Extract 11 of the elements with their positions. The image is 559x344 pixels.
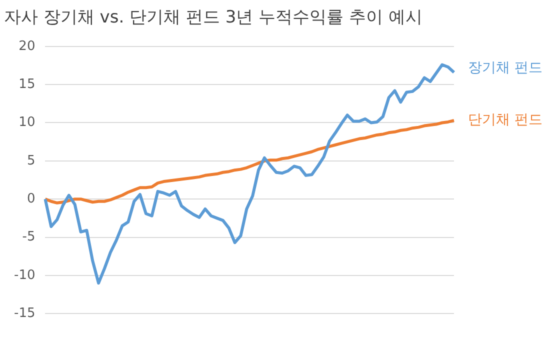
y-tick-label: -15 [14,306,36,321]
series-label: 단기채 펀드 [468,112,542,128]
y-tick-label: 15 [18,76,36,92]
y-tick-label: -5 [22,230,36,245]
y-tick-label: -10 [14,268,36,283]
y-tick-label: 5 [26,153,36,168]
y-tick-label: 20 [18,38,36,54]
y-tick-label: 0 [26,191,36,206]
series-label: 장기채 펀드 [468,60,542,76]
y-tick-label: 10 [18,115,36,130]
chart-title: 자사 장기채 vs. 단기채 펀드 3년 누적수익률 추이 예시 [4,8,422,28]
